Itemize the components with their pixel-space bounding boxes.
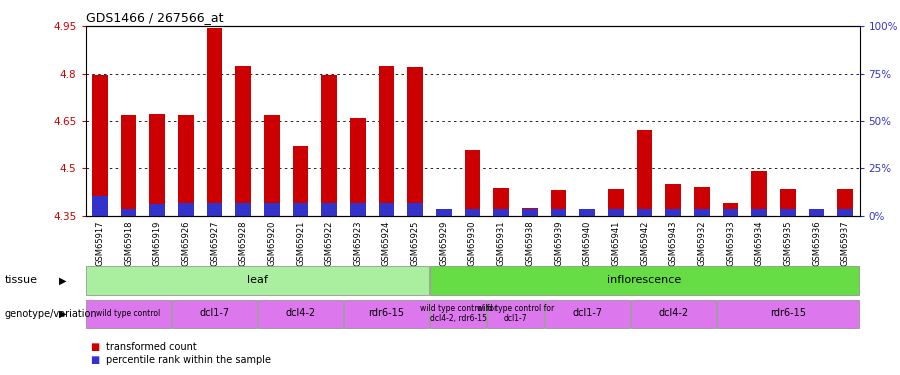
- Text: inflorescence: inflorescence: [608, 274, 681, 285]
- Text: tissue: tissue: [4, 275, 38, 285]
- Bar: [321, 75, 337, 216]
- Text: ■: ■: [90, 355, 99, 365]
- Bar: [149, 204, 165, 216]
- Bar: [636, 209, 652, 216]
- Bar: [292, 203, 309, 216]
- Text: GDS1466 / 267566_at: GDS1466 / 267566_at: [86, 11, 223, 24]
- Bar: [522, 208, 537, 216]
- Text: transformed count: transformed count: [106, 342, 197, 352]
- Bar: [235, 203, 251, 216]
- Bar: [723, 203, 738, 216]
- Text: rdr6-15: rdr6-15: [368, 308, 404, 318]
- Bar: [837, 189, 853, 216]
- Bar: [149, 114, 165, 216]
- Bar: [464, 209, 481, 216]
- Bar: [716, 300, 859, 328]
- Bar: [694, 187, 710, 216]
- Bar: [694, 209, 710, 216]
- Text: dcl4-2: dcl4-2: [658, 308, 688, 318]
- Bar: [580, 209, 595, 216]
- Bar: [665, 209, 681, 216]
- Bar: [544, 300, 630, 328]
- Bar: [344, 300, 429, 328]
- Bar: [430, 300, 486, 328]
- Bar: [780, 209, 796, 216]
- Bar: [408, 67, 423, 216]
- Bar: [350, 118, 365, 216]
- Bar: [723, 209, 738, 216]
- Bar: [350, 203, 365, 216]
- Bar: [292, 146, 309, 216]
- Bar: [86, 266, 429, 295]
- Text: wild type control for
dcl4-2, rdr6-15: wild type control for dcl4-2, rdr6-15: [419, 304, 497, 323]
- Bar: [321, 203, 337, 216]
- Bar: [430, 266, 859, 295]
- Bar: [121, 209, 137, 216]
- Bar: [172, 300, 256, 328]
- Text: wild type control: wild type control: [96, 309, 160, 318]
- Text: genotype/variation: genotype/variation: [4, 309, 97, 319]
- Bar: [551, 190, 566, 216]
- Text: wild type control for
dcl1-7: wild type control for dcl1-7: [477, 304, 554, 323]
- Bar: [488, 300, 544, 328]
- Bar: [436, 211, 452, 216]
- Bar: [235, 66, 251, 216]
- Bar: [752, 209, 767, 216]
- Text: dcl1-7: dcl1-7: [200, 308, 230, 318]
- Bar: [636, 130, 652, 216]
- Text: ▶: ▶: [59, 309, 67, 319]
- Bar: [121, 115, 137, 216]
- Bar: [408, 203, 423, 216]
- Bar: [780, 189, 796, 216]
- Text: dcl1-7: dcl1-7: [572, 308, 602, 318]
- Bar: [522, 209, 537, 216]
- Bar: [436, 209, 452, 216]
- Text: ■: ■: [90, 342, 99, 352]
- Bar: [551, 209, 566, 216]
- Bar: [808, 209, 824, 216]
- Bar: [178, 115, 194, 216]
- Bar: [207, 203, 222, 216]
- Bar: [493, 209, 509, 216]
- Bar: [608, 209, 624, 216]
- Bar: [86, 300, 171, 328]
- Bar: [92, 75, 108, 216]
- Bar: [608, 189, 624, 216]
- Bar: [808, 210, 824, 216]
- Text: percentile rank within the sample: percentile rank within the sample: [106, 355, 271, 365]
- Text: ▶: ▶: [59, 275, 67, 285]
- Bar: [264, 115, 280, 216]
- Text: rdr6-15: rdr6-15: [770, 308, 806, 318]
- Bar: [631, 300, 716, 328]
- Bar: [92, 196, 108, 216]
- Bar: [665, 184, 681, 216]
- Bar: [752, 171, 767, 216]
- Bar: [379, 66, 394, 216]
- Text: dcl4-2: dcl4-2: [285, 308, 316, 318]
- Bar: [264, 203, 280, 216]
- Bar: [493, 188, 509, 216]
- Bar: [580, 209, 595, 216]
- Bar: [379, 203, 394, 216]
- Bar: [837, 209, 853, 216]
- Bar: [178, 203, 194, 216]
- Bar: [464, 150, 481, 216]
- Bar: [207, 28, 222, 216]
- Bar: [258, 300, 343, 328]
- Text: leaf: leaf: [248, 274, 268, 285]
